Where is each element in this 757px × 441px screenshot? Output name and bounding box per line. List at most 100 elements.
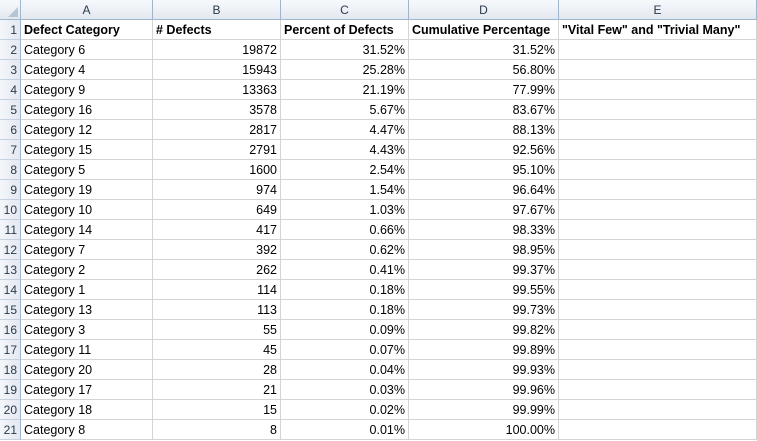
row-header-2[interactable]: 2 bbox=[0, 40, 21, 60]
cell-c2[interactable]: 31.52% bbox=[281, 40, 409, 60]
cell-d8[interactable]: 95.10% bbox=[409, 160, 559, 180]
cell-a2[interactable]: Category 6 bbox=[21, 40, 153, 60]
row-header-9[interactable]: 9 bbox=[0, 180, 21, 200]
cell-e12[interactable] bbox=[559, 240, 757, 260]
cell-d5[interactable]: 83.67% bbox=[409, 100, 559, 120]
cell-e14[interactable] bbox=[559, 280, 757, 300]
cell-b21[interactable]: 8 bbox=[153, 420, 281, 440]
cell-e5[interactable] bbox=[559, 100, 757, 120]
cell-c12[interactable]: 0.62% bbox=[281, 240, 409, 260]
cell-c20[interactable]: 0.02% bbox=[281, 400, 409, 420]
select-all-corner[interactable] bbox=[0, 0, 21, 20]
cell-b8[interactable]: 1600 bbox=[153, 160, 281, 180]
cell-e2[interactable] bbox=[559, 40, 757, 60]
cell-c8[interactable]: 2.54% bbox=[281, 160, 409, 180]
cell-b17[interactable]: 45 bbox=[153, 340, 281, 360]
column-header-a[interactable]: A bbox=[21, 0, 153, 20]
cell-b18[interactable]: 28 bbox=[153, 360, 281, 380]
cell-e17[interactable] bbox=[559, 340, 757, 360]
cell-a15[interactable]: Category 13 bbox=[21, 300, 153, 320]
row-header-13[interactable]: 13 bbox=[0, 260, 21, 280]
header-cell-a[interactable]: Defect Category bbox=[21, 20, 153, 40]
row-header-5[interactable]: 5 bbox=[0, 100, 21, 120]
column-header-c[interactable]: C bbox=[281, 0, 409, 20]
row-header-17[interactable]: 17 bbox=[0, 340, 21, 360]
cell-c18[interactable]: 0.04% bbox=[281, 360, 409, 380]
cell-d21[interactable]: 100.00% bbox=[409, 420, 559, 440]
row-header-4[interactable]: 4 bbox=[0, 80, 21, 100]
column-header-b[interactable]: B bbox=[153, 0, 281, 20]
row-header-16[interactable]: 16 bbox=[0, 320, 21, 340]
cell-c16[interactable]: 0.09% bbox=[281, 320, 409, 340]
cell-c14[interactable]: 0.18% bbox=[281, 280, 409, 300]
cell-d13[interactable]: 99.37% bbox=[409, 260, 559, 280]
cell-e11[interactable] bbox=[559, 220, 757, 240]
row-header-14[interactable]: 14 bbox=[0, 280, 21, 300]
row-header-3[interactable]: 3 bbox=[0, 60, 21, 80]
cell-c10[interactable]: 1.03% bbox=[281, 200, 409, 220]
cell-d18[interactable]: 99.93% bbox=[409, 360, 559, 380]
cell-c19[interactable]: 0.03% bbox=[281, 380, 409, 400]
header-cell-d[interactable]: Cumulative Percentage bbox=[409, 20, 559, 40]
cell-c7[interactable]: 4.43% bbox=[281, 140, 409, 160]
cell-a13[interactable]: Category 2 bbox=[21, 260, 153, 280]
header-cell-b[interactable]: # Defects bbox=[153, 20, 281, 40]
cell-b16[interactable]: 55 bbox=[153, 320, 281, 340]
cell-d11[interactable]: 98.33% bbox=[409, 220, 559, 240]
cell-a5[interactable]: Category 16 bbox=[21, 100, 153, 120]
cell-a18[interactable]: Category 20 bbox=[21, 360, 153, 380]
cell-a4[interactable]: Category 9 bbox=[21, 80, 153, 100]
cell-a17[interactable]: Category 11 bbox=[21, 340, 153, 360]
cell-a14[interactable]: Category 1 bbox=[21, 280, 153, 300]
row-header-6[interactable]: 6 bbox=[0, 120, 21, 140]
cell-a9[interactable]: Category 19 bbox=[21, 180, 153, 200]
cell-b5[interactable]: 3578 bbox=[153, 100, 281, 120]
cell-a20[interactable]: Category 18 bbox=[21, 400, 153, 420]
cell-d6[interactable]: 88.13% bbox=[409, 120, 559, 140]
cell-b11[interactable]: 417 bbox=[153, 220, 281, 240]
row-header-1[interactable]: 1 bbox=[0, 20, 21, 40]
cell-a7[interactable]: Category 15 bbox=[21, 140, 153, 160]
cell-a21[interactable]: Category 8 bbox=[21, 420, 153, 440]
cell-a11[interactable]: Category 14 bbox=[21, 220, 153, 240]
cell-a19[interactable]: Category 17 bbox=[21, 380, 153, 400]
cell-b19[interactable]: 21 bbox=[153, 380, 281, 400]
row-header-18[interactable]: 18 bbox=[0, 360, 21, 380]
cell-d2[interactable]: 31.52% bbox=[409, 40, 559, 60]
cell-b2[interactable]: 19872 bbox=[153, 40, 281, 60]
cell-d12[interactable]: 98.95% bbox=[409, 240, 559, 260]
cell-e20[interactable] bbox=[559, 400, 757, 420]
cell-e18[interactable] bbox=[559, 360, 757, 380]
cell-a6[interactable]: Category 12 bbox=[21, 120, 153, 140]
row-header-15[interactable]: 15 bbox=[0, 300, 21, 320]
row-header-20[interactable]: 20 bbox=[0, 400, 21, 420]
cell-e6[interactable] bbox=[559, 120, 757, 140]
cell-b13[interactable]: 262 bbox=[153, 260, 281, 280]
cell-b14[interactable]: 114 bbox=[153, 280, 281, 300]
cell-e16[interactable] bbox=[559, 320, 757, 340]
cell-e19[interactable] bbox=[559, 380, 757, 400]
cell-c15[interactable]: 0.18% bbox=[281, 300, 409, 320]
cell-c5[interactable]: 5.67% bbox=[281, 100, 409, 120]
header-cell-c[interactable]: Percent of Defects bbox=[281, 20, 409, 40]
row-header-8[interactable]: 8 bbox=[0, 160, 21, 180]
cell-e3[interactable] bbox=[559, 60, 757, 80]
cell-c17[interactable]: 0.07% bbox=[281, 340, 409, 360]
cell-b15[interactable]: 113 bbox=[153, 300, 281, 320]
cell-d19[interactable]: 99.96% bbox=[409, 380, 559, 400]
row-header-19[interactable]: 19 bbox=[0, 380, 21, 400]
cell-d4[interactable]: 77.99% bbox=[409, 80, 559, 100]
cell-d10[interactable]: 97.67% bbox=[409, 200, 559, 220]
column-header-d[interactable]: D bbox=[409, 0, 559, 20]
row-header-12[interactable]: 12 bbox=[0, 240, 21, 260]
cell-d15[interactable]: 99.73% bbox=[409, 300, 559, 320]
cell-e9[interactable] bbox=[559, 180, 757, 200]
cell-e4[interactable] bbox=[559, 80, 757, 100]
cell-b4[interactable]: 13363 bbox=[153, 80, 281, 100]
cell-c11[interactable]: 0.66% bbox=[281, 220, 409, 240]
cell-a16[interactable]: Category 3 bbox=[21, 320, 153, 340]
row-header-21[interactable]: 21 bbox=[0, 420, 21, 440]
row-header-10[interactable]: 10 bbox=[0, 200, 21, 220]
cell-b9[interactable]: 974 bbox=[153, 180, 281, 200]
